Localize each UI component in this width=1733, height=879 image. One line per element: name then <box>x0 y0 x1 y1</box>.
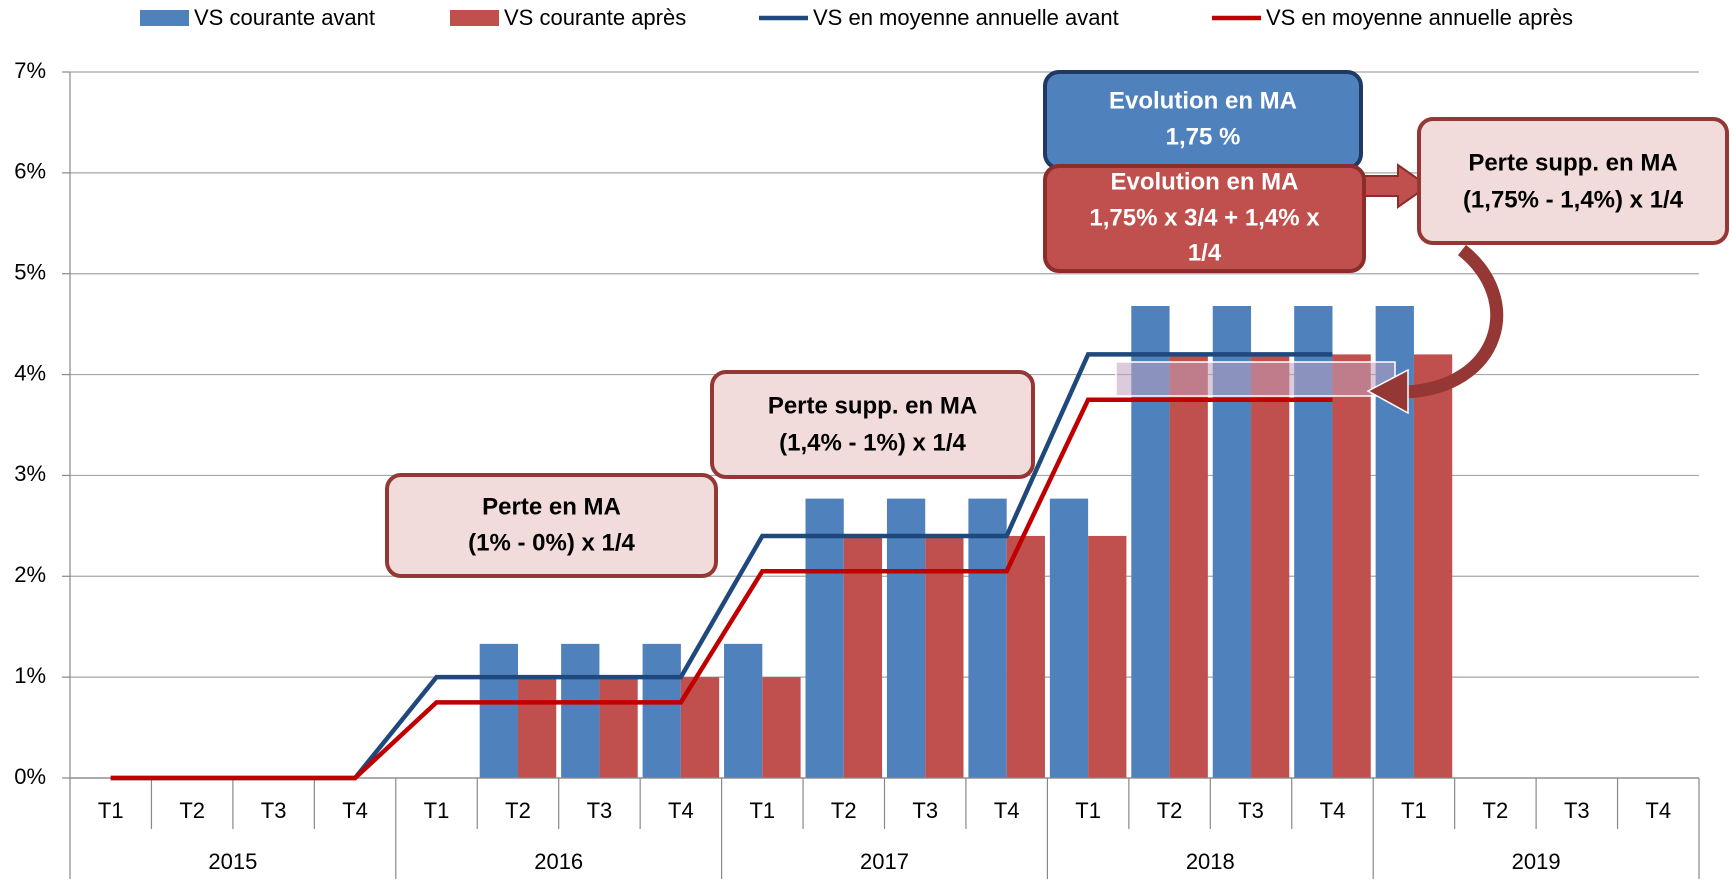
arrow-head <box>1366 368 1409 415</box>
bar <box>642 643 681 778</box>
x-tick-label: T4 <box>668 798 694 823</box>
arrow <box>1361 163 1430 209</box>
group-label: 2018 <box>1186 849 1235 874</box>
x-tick-label: T2 <box>179 798 205 823</box>
x-tick-label: T4 <box>994 798 1020 823</box>
annotation-text: (1% - 0%) x 1/4 <box>468 529 635 556</box>
group-label: 2017 <box>860 849 909 874</box>
y-tick-label: 6% <box>14 159 46 184</box>
x-tick-label: T1 <box>1075 798 1101 823</box>
x-tick-label: T4 <box>1645 798 1671 823</box>
bar <box>1088 535 1127 778</box>
annotation-text: Evolution en MA <box>1109 87 1297 114</box>
bar <box>599 677 638 778</box>
bar <box>479 643 518 778</box>
x-tick-label: T1 <box>749 798 775 823</box>
x-tick-label: T3 <box>1564 798 1590 823</box>
annotation-box <box>1043 164 1366 273</box>
bar <box>1413 354 1453 778</box>
annotation-text: 1,75 % <box>1166 123 1241 150</box>
y-tick-label: 2% <box>14 562 46 587</box>
x-tick-label: T3 <box>912 798 938 823</box>
x-tick-label: T3 <box>1238 798 1264 823</box>
bar <box>561 643 600 778</box>
annotation-text: 1/4 <box>1188 239 1222 266</box>
y-tick-label: 7% <box>14 58 46 83</box>
bar <box>1049 498 1089 778</box>
bar <box>968 498 1007 778</box>
line <box>110 397 1333 781</box>
bar <box>1169 354 1208 778</box>
bar <box>843 535 883 778</box>
annotation-text: Evolution en MA <box>1111 168 1299 195</box>
group-label: 2015 <box>208 849 257 874</box>
x-tick-label: T4 <box>342 798 368 823</box>
bar <box>925 535 964 778</box>
bar <box>724 643 763 778</box>
plot-area: 0% 1% 2% 3% 4% 5% 6% 7% T1 T2 T3 T4 T1 T2 T3 T4 T1 T2 T3 T4… <box>14 58 1700 879</box>
y-tick-label: 0% <box>14 764 46 789</box>
x-tick-label: T1 <box>424 798 450 823</box>
y-tick-label: 4% <box>14 360 46 385</box>
legend-label: VS en moyenne annuelle après <box>1266 5 1573 30</box>
x-tick-label: T3 <box>261 798 287 823</box>
bar <box>886 498 926 778</box>
annotation-box <box>385 473 718 578</box>
bar <box>1332 354 1371 778</box>
annotation-text: 1,75% x 3/4 + 1,4% x <box>1089 204 1320 231</box>
y-tick-label: 1% <box>14 663 46 688</box>
annotation-text: Perte en MA <box>482 493 621 520</box>
legend-label: VS courante avant <box>194 5 375 30</box>
legend-label: VS courante après <box>504 5 686 30</box>
bar <box>517 677 557 778</box>
group-label: 2019 <box>1512 849 1561 874</box>
x-tick-label: T1 <box>98 798 124 823</box>
legend-swatch <box>140 10 189 26</box>
bar <box>1251 354 1290 778</box>
bar <box>1006 535 1045 778</box>
annotation-box <box>1417 117 1729 245</box>
highlight <box>1115 361 1396 397</box>
x-tick-label: T1 <box>1401 798 1427 823</box>
x-tick-label: T2 <box>1157 798 1183 823</box>
x-tick-label: T2 <box>1483 798 1509 823</box>
legend: VS courante avant VS courante après VS en … <box>140 5 1573 30</box>
annotation-text: (1,75% - 1,4%) x 1/4 <box>1463 186 1684 213</box>
annotation-text: (1,4% - 1%) x 1/4 <box>779 429 966 456</box>
annotation-text: Perte supp. en MA <box>1468 149 1677 176</box>
bar <box>762 677 801 778</box>
annotations: Perte en MA (1% - 0%) x 1/4 Perte supp. en… <box>385 70 1729 578</box>
legend-label: VS en moyenne annuelle avant <box>813 5 1119 30</box>
y-tick-label: 5% <box>14 260 46 285</box>
annotation-box <box>710 370 1035 479</box>
x-tick-label: T2 <box>505 798 531 823</box>
curved-arrow <box>1404 244 1504 399</box>
x-tick-label: T2 <box>831 798 857 823</box>
x-tick-label: T3 <box>587 798 613 823</box>
legend-swatch <box>450 10 499 26</box>
bar <box>805 498 844 778</box>
annotation-text: Perte supp. en MA <box>768 392 977 419</box>
x-tick-label: T4 <box>1320 798 1346 823</box>
group-label: 2016 <box>534 849 583 874</box>
y-tick-label: 3% <box>14 461 46 486</box>
